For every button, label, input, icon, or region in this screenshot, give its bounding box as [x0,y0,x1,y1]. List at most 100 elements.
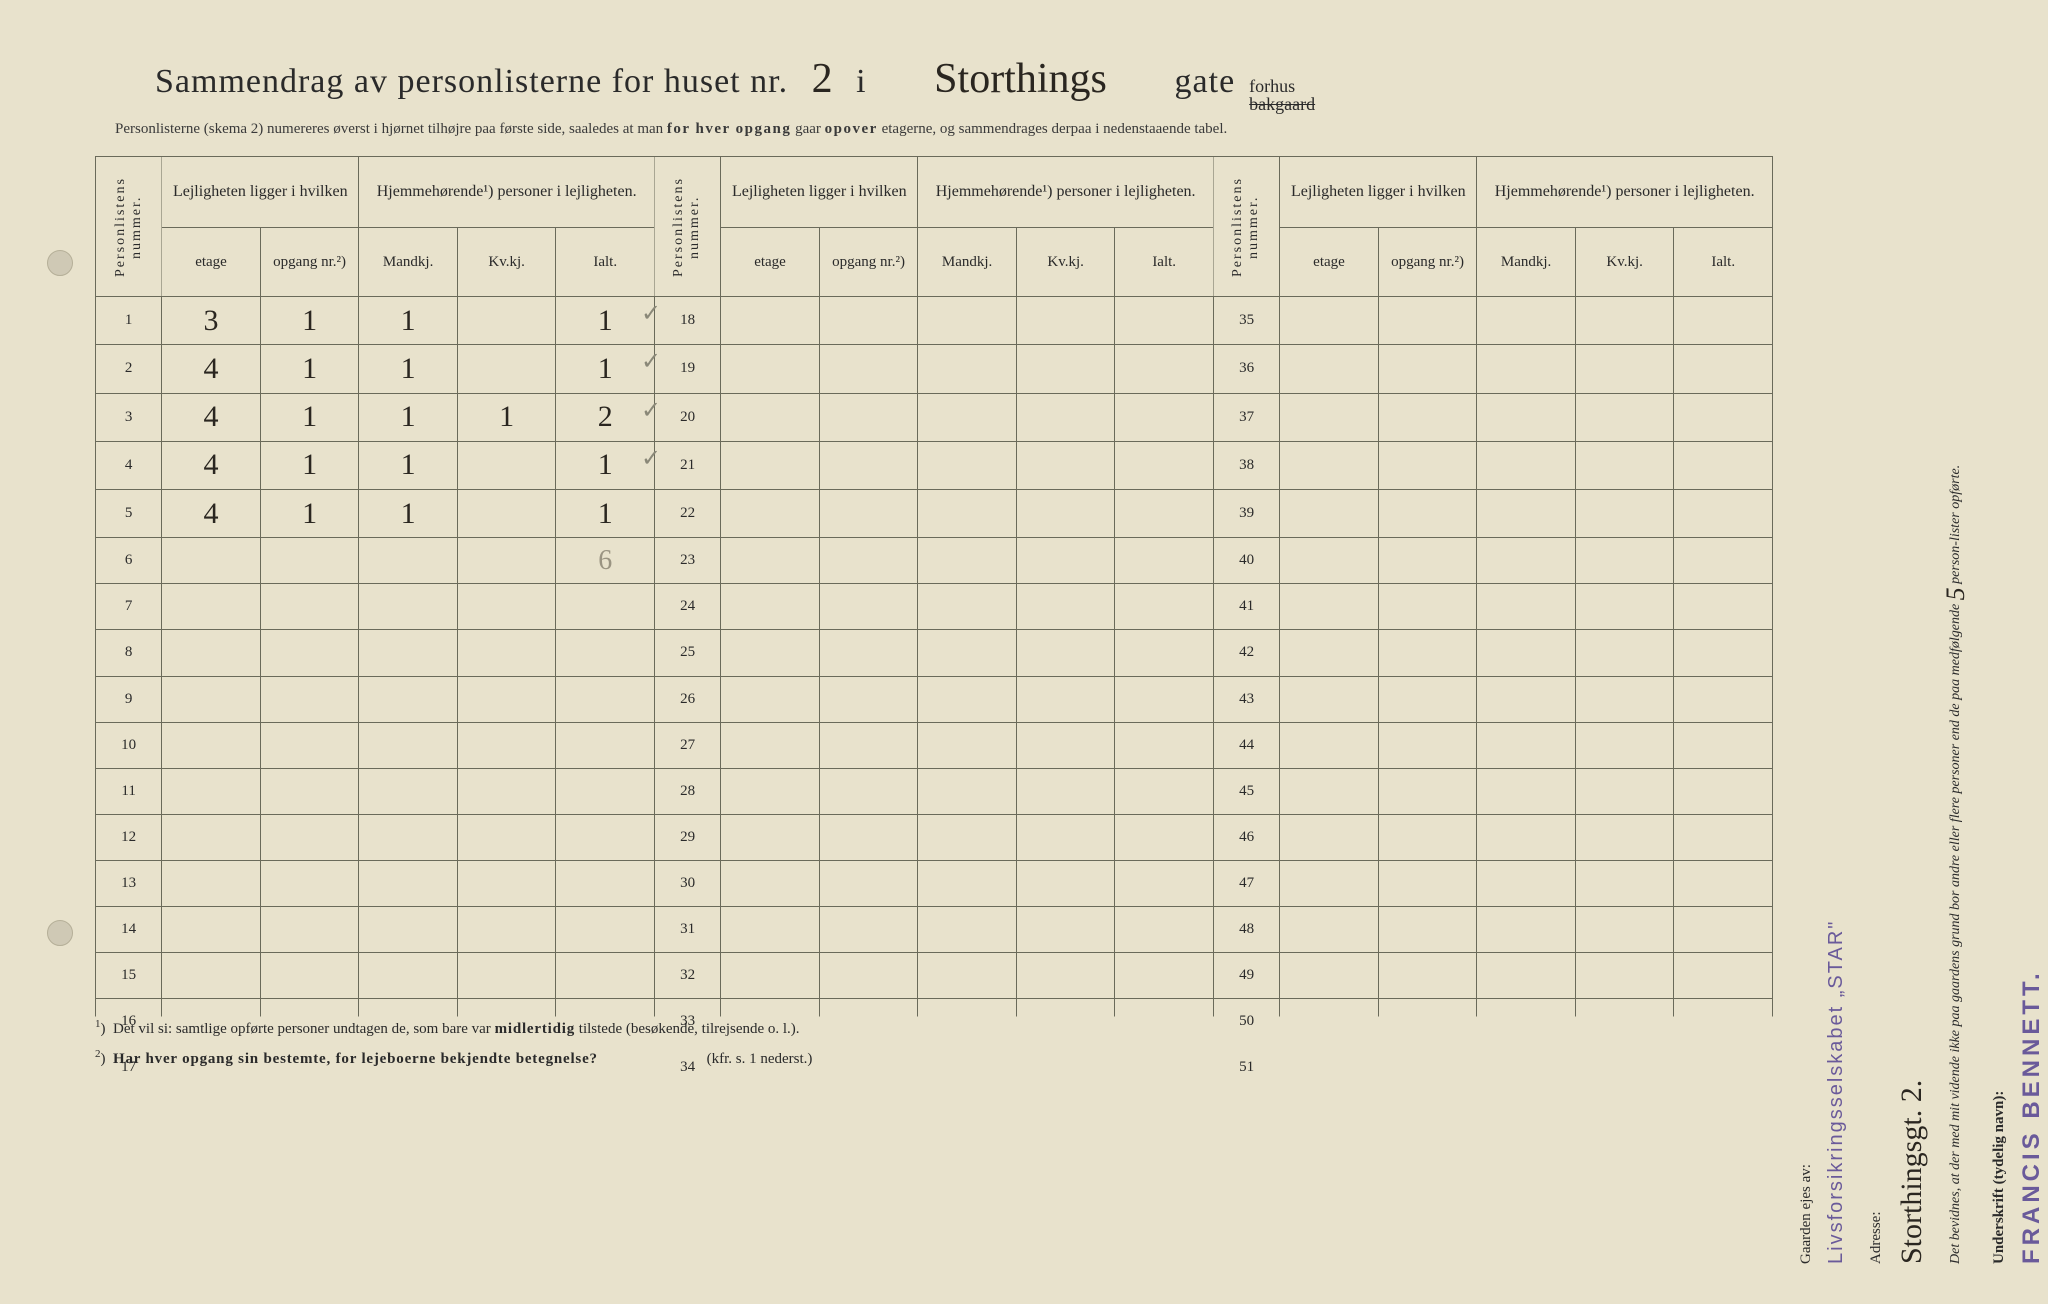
data-cell [721,952,820,998]
data-cell: 4 [162,393,261,441]
row-number: 26 [654,676,720,722]
title-pre: Sammendrag av personlisterne for huset n… [155,63,788,101]
data-cell [918,345,1017,393]
punch-hole [47,250,73,276]
data-cell [918,297,1017,345]
data-cell [457,768,556,814]
data-cell [1575,814,1674,860]
table-header: Personlistens nummer. Lejligheten ligger… [96,157,1773,297]
data-cell [1674,676,1773,722]
col-leilighet: Lejligheten ligger i hvilken [1280,157,1477,228]
data-cell [1378,814,1477,860]
data-cell [260,906,359,952]
data-cell [457,538,556,584]
data-cell [162,906,261,952]
data-cell [721,676,820,722]
data-cell [1115,676,1214,722]
signature-label: Underskrift (tydelig navn): [1991,1091,2007,1264]
data-cell: 1 [359,441,458,489]
row-number: 39 [1213,490,1279,538]
data-cell: 1 [457,393,556,441]
owner-addr: Storthingsgt. 2. [1895,75,1929,1264]
data-cell [1115,345,1214,393]
row-number: 37 [1213,393,1279,441]
data-cell [918,490,1017,538]
row-number: 21✓ [654,441,720,489]
row-number: 15 [96,952,162,998]
data-cell [1280,630,1379,676]
col-mandkj: Mandkj. [1477,228,1576,297]
row-number: 11 [96,768,162,814]
row-number: 7 [96,584,162,630]
col-ialt: Ialt. [1115,228,1214,297]
row-number: 25 [654,630,720,676]
data-cell: 6 [556,538,655,584]
data-cell [918,441,1017,489]
data-cell [1674,538,1773,584]
data-cell [1477,768,1576,814]
data-cell [260,952,359,998]
data-cell [260,814,359,860]
row-number: 31 [654,906,720,952]
data-cell: 1 [359,297,458,345]
data-cell [1115,538,1214,584]
data-cell [1674,768,1773,814]
data-cell [1477,297,1576,345]
data-cell [1575,630,1674,676]
data-cell [721,297,820,345]
data-cell [721,630,820,676]
data-cell [1674,814,1773,860]
data-cell [1575,538,1674,584]
row-number: 42 [1213,630,1279,676]
data-cell [162,538,261,584]
table-row: 143148 [96,906,1773,952]
data-cell [721,768,820,814]
data-cell [1016,814,1115,860]
data-cell [819,584,918,630]
data-cell [359,584,458,630]
data-cell [819,538,918,584]
row-number: 45 [1213,768,1279,814]
data-cell [162,860,261,906]
data-cell [1378,722,1477,768]
data-cell [721,860,820,906]
data-cell [1575,393,1674,441]
data-cell [1477,393,1576,441]
row-number: 30 [654,860,720,906]
data-cell [721,393,820,441]
data-cell [1575,906,1674,952]
table-row: 102744 [96,722,1773,768]
data-cell [359,860,458,906]
data-cell [918,393,1017,441]
owner-label: Gaarden ejes av: [1798,75,1815,1264]
data-cell [162,584,261,630]
col-kvkj: Kv.kj. [1575,228,1674,297]
row-number: 23 [654,538,720,584]
data-cell [1016,490,1115,538]
data-cell [721,722,820,768]
data-cell [721,490,820,538]
data-cell [721,906,820,952]
data-cell [1674,345,1773,393]
data-cell [162,814,261,860]
data-cell [918,630,1017,676]
data-cell [1378,345,1477,393]
data-cell [721,441,820,489]
row-number: 40 [1213,538,1279,584]
data-cell [1477,630,1576,676]
table-row: 4411121✓38 [96,441,1773,489]
row-number: 22 [654,490,720,538]
col-personlistens: Personlistens nummer. [96,157,162,297]
data-cell [359,814,458,860]
data-cell [1280,906,1379,952]
data-cell [1575,722,1674,768]
table-row: 1311118✓35 [96,297,1773,345]
data-cell [1280,297,1379,345]
col-ialt: Ialt. [1674,228,1773,297]
table-row: 92643 [96,676,1773,722]
data-cell [457,676,556,722]
data-cell [721,584,820,630]
data-cell [1378,952,1477,998]
col-hjemme: Hjemmehørende¹) personer i lejligheten. [918,157,1214,228]
data-cell [1477,860,1576,906]
